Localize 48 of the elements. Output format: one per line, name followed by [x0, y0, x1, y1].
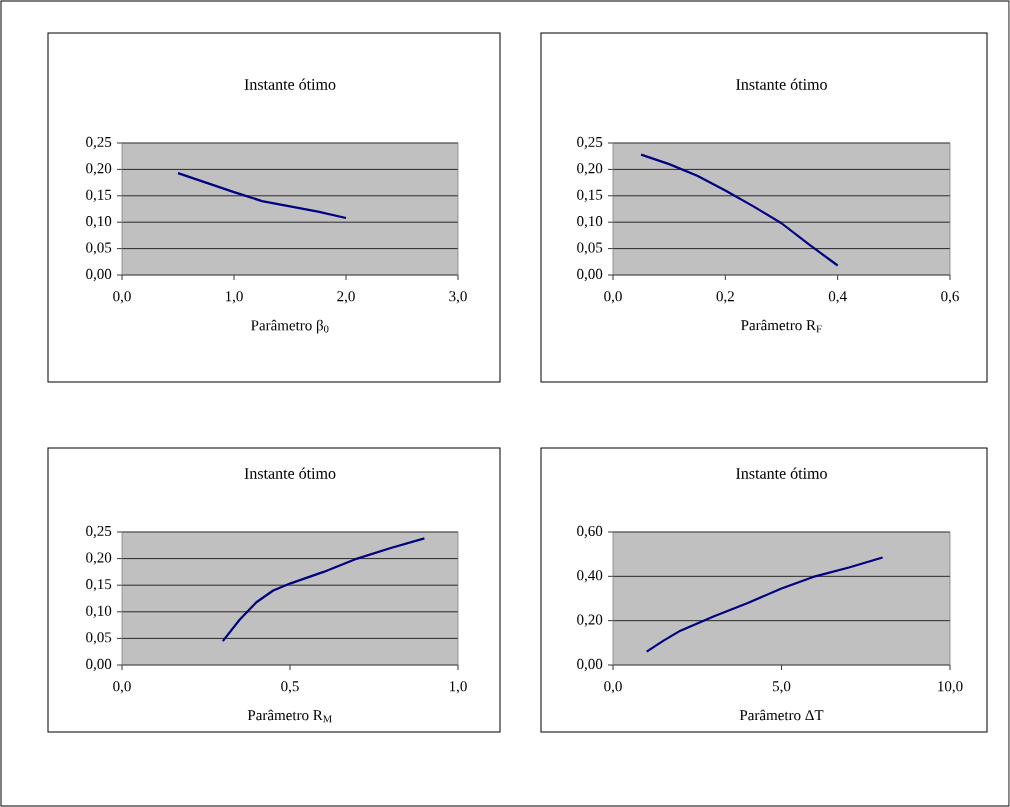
x-axis-title: Parâmetro ΔT	[739, 709, 824, 721]
x-tick-label: 0,0	[604, 291, 622, 304]
y-tick-label: 0,00	[86, 658, 112, 672]
x-axis-title: Parâmetro β$_{0}$	[251, 319, 329, 334]
x-tick-label: 0,5	[281, 681, 299, 694]
x-tick-label: 0,0	[113, 291, 131, 304]
y-tick-label: 0,15	[86, 189, 112, 202]
x-tick-label: 0,0	[604, 681, 622, 694]
y-tick-label: 0,20	[86, 163, 112, 176]
x-axis-title: Parâmetro R$_{M}$	[247, 709, 332, 723]
line-series	[645, 556, 884, 653]
x-tick-label: 3,0	[449, 291, 467, 304]
y-tick-label: 0,05	[86, 632, 112, 645]
y-tick-label: 0,05	[86, 242, 112, 255]
x-tick-label: 0,4	[828, 291, 847, 304]
y-tick-label: 0,25	[577, 136, 603, 150]
chart-title: Instante ótimo	[244, 78, 336, 90]
chart-title: Instante ótimo	[736, 78, 827, 90]
y-tick-label: 0,00	[577, 268, 603, 282]
y-tick-label: 0,20	[577, 614, 603, 627]
line-series	[176, 171, 348, 220]
x-tick-label: 0,0	[113, 681, 131, 694]
x-tick-label: 1,0	[225, 291, 243, 304]
x-tick-label: 0,6	[941, 291, 959, 304]
y-tick-label: 0,15	[577, 189, 603, 202]
y-tick-label: 0,10	[577, 216, 603, 229]
x-tick-label: 5,0	[773, 681, 791, 694]
y-tick-label: 0,10	[86, 605, 112, 618]
y-tick-label: 0,25	[86, 525, 112, 539]
y-tick-label: 0,60	[577, 525, 603, 539]
chart-title: Instante ótimo	[244, 467, 336, 479]
y-tick-label: 0,05	[577, 242, 603, 255]
y-tick-label: 0,20	[86, 552, 112, 565]
chart-title: Instante ótimo	[736, 467, 827, 479]
x-axis-title: Parâmetro R$_{F}$	[741, 319, 822, 333]
y-tick-label: 0,40	[577, 570, 603, 583]
y-tick-label: 0,15	[86, 579, 112, 592]
x-tick-label: 10,0	[938, 681, 963, 694]
y-tick-label: 0,00	[577, 658, 603, 672]
y-tick-label: 0,25	[86, 136, 112, 150]
x-tick-label: 1,0	[449, 681, 467, 694]
x-tick-label: 2,0	[337, 291, 355, 304]
x-tick-label: 0,2	[716, 291, 734, 304]
line-series	[221, 537, 426, 643]
y-tick-label: 0,10	[86, 216, 112, 229]
y-tick-label: 0,00	[86, 268, 112, 282]
line-series	[639, 153, 839, 267]
y-tick-label: 0,20	[577, 163, 603, 176]
